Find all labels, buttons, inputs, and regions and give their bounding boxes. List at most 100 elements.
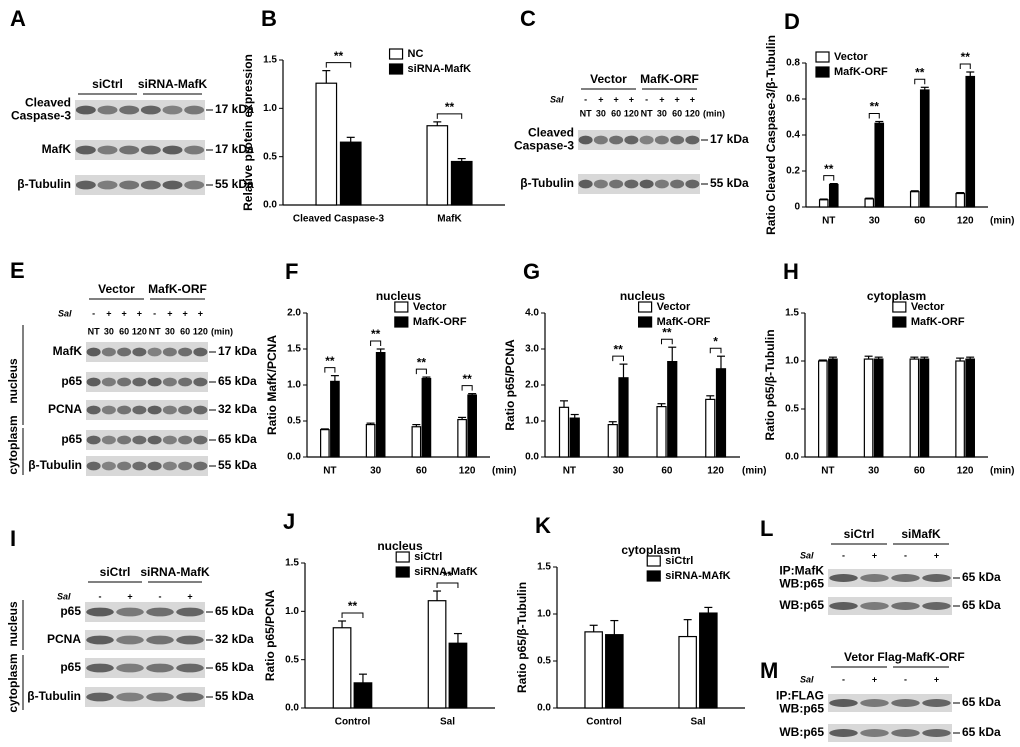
chart-title: cytoplasm — [867, 289, 926, 303]
blot-band — [116, 635, 144, 645]
row-label: IP:MafK — [779, 564, 824, 578]
y-tick-label: 0.0 — [525, 452, 539, 463]
blot-band — [132, 461, 147, 471]
bar — [965, 358, 975, 458]
blot-band — [178, 461, 193, 471]
blot-band — [117, 377, 132, 387]
blot-band — [86, 461, 101, 471]
blot-band — [593, 135, 608, 145]
blot-band — [176, 635, 204, 645]
x-unit: (min) — [492, 466, 516, 477]
treatment-sign: + — [182, 308, 187, 318]
blot-band — [178, 405, 193, 415]
bar — [818, 360, 828, 458]
bar — [678, 635, 697, 709]
chart-title: cytoplasm — [621, 543, 680, 557]
bar — [448, 642, 468, 709]
bar — [909, 358, 920, 458]
significance-bracket — [661, 338, 673, 345]
blot-band — [147, 405, 162, 415]
size-label: 65 kDa — [962, 695, 1001, 709]
bar — [353, 682, 373, 709]
significance-label: ** — [371, 327, 381, 341]
blot-band — [147, 461, 162, 471]
bar — [864, 198, 875, 208]
row-label: WB:p65 — [779, 577, 824, 591]
blot-band — [184, 145, 205, 155]
size-label: 65 kDa — [218, 432, 257, 446]
time-label: NT — [149, 326, 161, 336]
row-label: β-Tubulin — [520, 176, 574, 190]
blot-band — [670, 179, 685, 189]
bar — [656, 406, 667, 458]
blot-band — [176, 663, 204, 673]
blot-strip — [75, 140, 205, 160]
treatment-sign: + — [187, 591, 192, 601]
y-tick-label: 1.0 — [537, 609, 551, 620]
bar — [558, 406, 570, 458]
significance-label: ** — [870, 100, 880, 114]
bar — [705, 398, 716, 458]
blot-band — [654, 179, 669, 189]
bar — [873, 358, 884, 458]
y-tick-label: 1.0 — [285, 606, 299, 617]
row-label: Cleaved — [528, 126, 574, 140]
x-tick-label: MafK — [437, 214, 462, 225]
bar — [618, 377, 629, 458]
chart-title: nucleus — [620, 289, 666, 303]
significance-bracket — [709, 347, 722, 354]
blot-strip — [75, 175, 205, 195]
blot-band — [193, 435, 208, 445]
panel-letter: K — [535, 513, 551, 538]
blot-band — [193, 347, 208, 357]
treatment-sign: + — [127, 591, 132, 601]
blot-band — [75, 145, 96, 155]
y-tick-label: 4.0 — [525, 308, 539, 319]
chart-title: nucleus — [376, 289, 422, 303]
bar — [411, 426, 422, 458]
row-label: WB:p65 — [779, 725, 824, 739]
row-label: Cleaved — [25, 96, 71, 110]
blot-band — [578, 179, 593, 189]
treatment-sign: - — [904, 550, 907, 560]
x-tick-label: 60 — [914, 216, 926, 227]
bar — [569, 417, 580, 458]
x-tick-label: 60 — [661, 466, 673, 477]
legend-swatch — [892, 316, 907, 328]
blot-band — [922, 699, 951, 707]
row-label: MafK — [42, 142, 72, 156]
significance-label: ** — [417, 355, 427, 369]
significance-label: ** — [325, 354, 335, 368]
blot-band — [922, 729, 951, 737]
legend-label: Vector — [834, 51, 868, 63]
blot-band — [860, 574, 889, 582]
bar — [828, 358, 838, 458]
legend-label: Vector — [657, 301, 691, 313]
size-label: 55 kDa — [215, 177, 254, 191]
blot-band — [685, 179, 700, 189]
legend-swatch — [815, 66, 830, 78]
blot-band — [891, 574, 920, 582]
bar — [607, 424, 618, 458]
blot-band — [119, 105, 140, 115]
chart-title: nucleus — [377, 539, 423, 553]
time-label: 120 — [624, 108, 639, 118]
blot-band — [184, 180, 205, 190]
bar — [919, 358, 930, 458]
y-tick-label: 0.0 — [287, 452, 301, 463]
y-tick-label: 0.0 — [285, 703, 299, 714]
time-label: 120 — [685, 108, 700, 118]
size-label: 65 kDa — [962, 570, 1001, 584]
legend-swatch — [394, 301, 409, 313]
group-label: Vector — [98, 282, 135, 296]
y-tick-label: 0.5 — [785, 404, 799, 415]
bar — [909, 191, 920, 208]
x-unit: (min) — [742, 466, 766, 477]
treatment-sign: - — [584, 94, 587, 104]
treatment-sign: - — [159, 591, 162, 601]
legend-swatch — [394, 316, 409, 328]
blot-band — [670, 135, 685, 145]
time-label: 120 — [193, 326, 208, 336]
blot-band — [178, 377, 193, 387]
